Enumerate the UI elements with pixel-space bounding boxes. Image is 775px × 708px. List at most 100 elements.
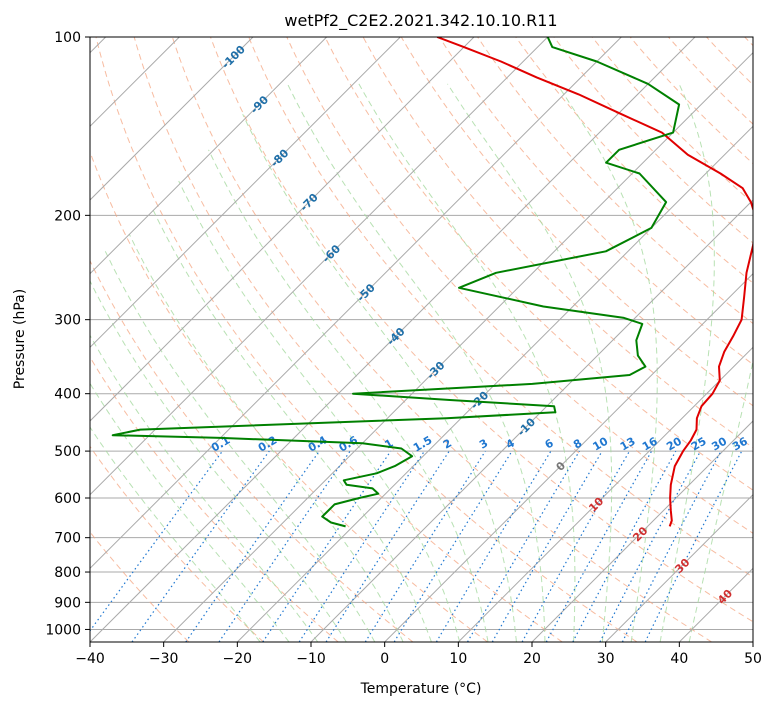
- dry-adiabat: [553, 37, 753, 244]
- dry-adiabat: [400, 37, 753, 407]
- moist-adiabat: [447, 83, 613, 642]
- mixing-ratio-label: 6: [543, 436, 556, 451]
- moist-adiabat: [178, 180, 461, 642]
- mixing-ratio-label: 4: [504, 436, 517, 451]
- dry-adiabat: [90, 356, 339, 642]
- x-tick-label: −10: [296, 651, 326, 667]
- isotherm-line: [531, 420, 753, 642]
- x-tick-label: −20: [223, 651, 253, 667]
- moist-adiabat: [90, 334, 319, 642]
- dry-adiabat: [324, 37, 753, 491]
- isotherm-line: [90, 37, 328, 275]
- mixing-ratio-line: [131, 450, 270, 642]
- y-axis-label: Pressure (hPa): [12, 289, 28, 389]
- x-tick-label: 30: [597, 651, 615, 667]
- dry-adiabat: [591, 37, 753, 204]
- dry-adiabat: [210, 37, 753, 623]
- moist-adiabat: [242, 113, 517, 642]
- dry-adiabat: [90, 531, 190, 642]
- dry-adiabat: [248, 37, 753, 578]
- x-tick-label: −30: [149, 651, 179, 667]
- x-tick-label: 0: [380, 651, 389, 667]
- plot-frame: [89, 36, 754, 643]
- isotherm-line: [236, 125, 753, 642]
- isotherm-line: [90, 37, 475, 422]
- plot-area: 0.1 0.2 0.4 0.6 1 1.5 2 3 4 6 8 10 13 16 20 25 30 36-100-…: [90, 37, 753, 642]
- mixing-ratio-line: [325, 450, 450, 642]
- dry-adiabat: [706, 37, 753, 86]
- mixing-ratio-line: [572, 450, 677, 642]
- mixing-ratio-line: [644, 450, 743, 642]
- moist-adiabat: [90, 279, 347, 642]
- isotherm-line: [310, 199, 753, 642]
- x-tick-label: 50: [744, 651, 762, 667]
- mixing-ratio-line: [364, 450, 486, 642]
- isotherm-line: [90, 37, 254, 201]
- mixing-ratio-line: [90, 450, 223, 632]
- y-tick-label: 800: [54, 565, 81, 581]
- x-tick-label: −40: [75, 651, 105, 667]
- mixing-ratio-label: 2: [441, 437, 454, 452]
- moist-adiabat: [358, 83, 576, 642]
- dry-adiabat: [744, 37, 753, 47]
- isotherm-line: [752, 641, 753, 642]
- dry-adiabat: [95, 37, 563, 642]
- moist-adiabat: [208, 149, 489, 642]
- mixing-ratio-line: [262, 450, 392, 642]
- chart-title: wetPf2_C2E2.2021.342.10.10.R11: [284, 11, 557, 31]
- moist-adiabat: [556, 83, 658, 642]
- mixing-ratio-label: 3: [477, 437, 490, 452]
- dry-adiabat: [133, 37, 638, 642]
- mixing-ratio-line: [218, 450, 351, 642]
- x-tick-label: 10: [449, 651, 467, 667]
- moist-adiabat: [90, 426, 261, 642]
- isotherm-line: [384, 272, 753, 642]
- isotherm-label: -100: [219, 43, 248, 72]
- mixing-ratio-line: [298, 450, 425, 642]
- mixing-ratio-line: [393, 450, 513, 642]
- isotherm-line: [90, 37, 696, 642]
- moist-adiabat: [152, 208, 432, 642]
- isotherm-line: [90, 37, 549, 496]
- mixing-ratio-line: [521, 450, 631, 642]
- dry-adiabat: [515, 37, 753, 284]
- x-axis-label: Temperature (°C): [360, 681, 482, 697]
- y-tick-label: 200: [54, 208, 81, 224]
- mixing-ratio-line: [435, 450, 552, 642]
- dry-adiabat: [629, 37, 753, 165]
- isotherm-line: [90, 37, 622, 570]
- isotherm-label: -70: [298, 191, 321, 214]
- y-tick-label: 1000: [45, 622, 81, 638]
- dry-adiabat: [90, 259, 414, 642]
- dry-adiabat: [477, 37, 753, 325]
- isotherm-line: [678, 567, 753, 642]
- y-tick-label: 900: [54, 595, 81, 611]
- y-tick-label: 100: [54, 30, 81, 46]
- moist-adiabat: [688, 358, 753, 642]
- isotherm-line: [457, 346, 753, 642]
- isotherm-line: [163, 51, 753, 642]
- dewpoint-profile: [111, 37, 681, 528]
- isotherm-line: [605, 493, 753, 642]
- y-tick-label: 400: [54, 387, 81, 403]
- mixing-ratio-line: [599, 450, 702, 642]
- moist-adiabat: [90, 382, 290, 642]
- y-tick-label: 600: [54, 491, 81, 507]
- dry-adiabat: [171, 37, 712, 642]
- mixing-ratio-line: [466, 450, 580, 642]
- moist-adiabat: [287, 83, 546, 642]
- dry-adiabat: [90, 150, 488, 642]
- mixing-ratio-line: [185, 450, 320, 642]
- axes: −40 −30 −20 −10 0 10 20 30 40 50 100 200 300 400 500 60…: [45, 30, 762, 667]
- moist-adiabat: [128, 233, 404, 642]
- moist-adiabat: [659, 83, 715, 642]
- mixing-ratio-line: [545, 450, 653, 642]
- y-tick-label: 500: [54, 444, 81, 460]
- x-tick-label: 40: [670, 651, 688, 667]
- x-tick-label: 20: [523, 651, 541, 667]
- temperature-profile: [436, 37, 753, 527]
- dry-adiabat: [668, 37, 753, 125]
- dry-adiabat: [438, 37, 753, 366]
- moist-adiabat: [104, 251, 376, 642]
